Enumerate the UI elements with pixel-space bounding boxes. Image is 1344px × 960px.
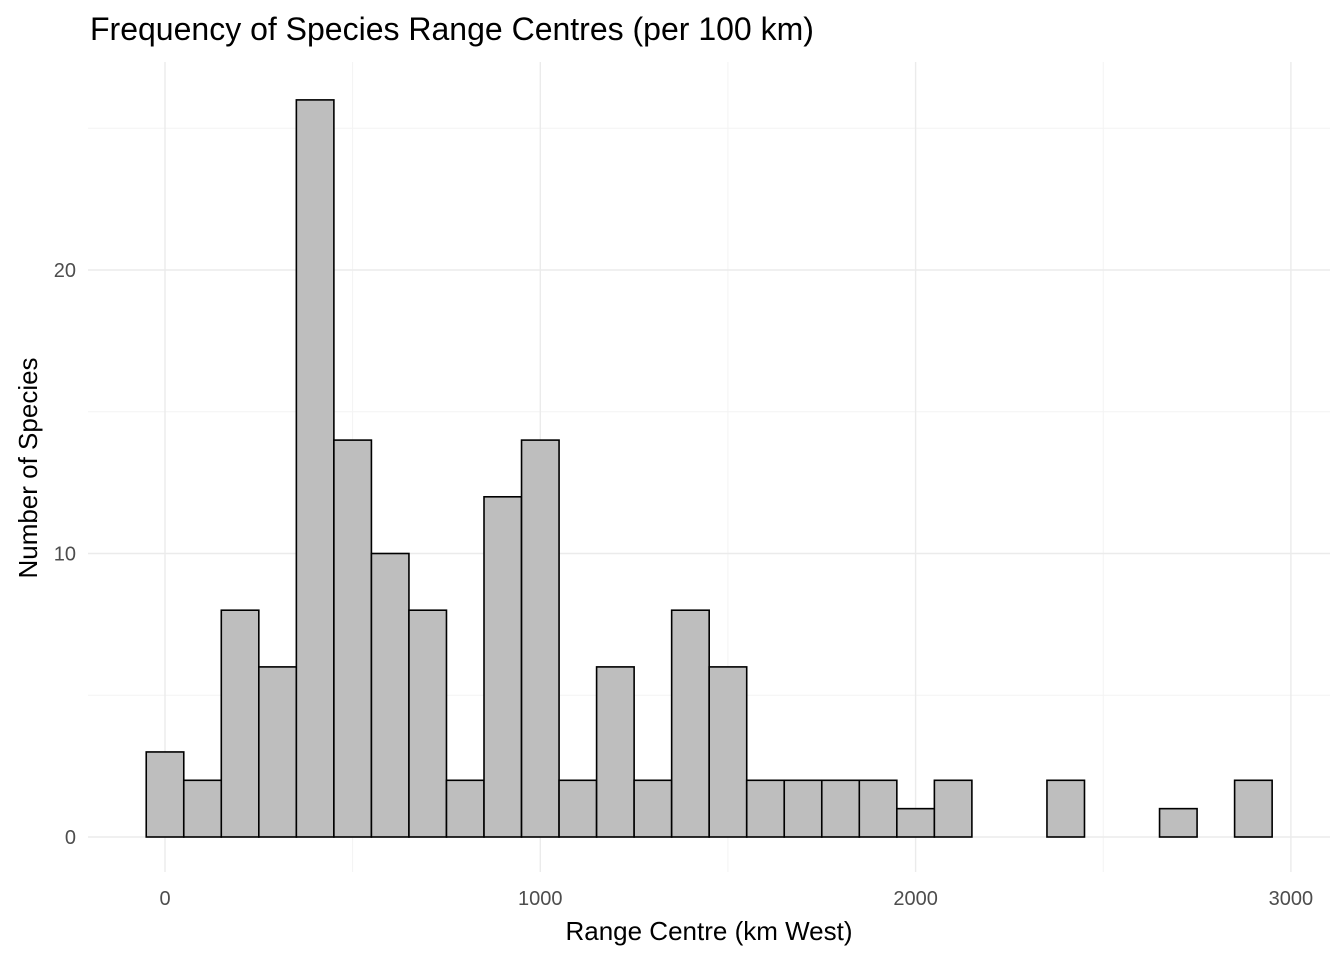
histogram-bar xyxy=(333,439,373,838)
histogram-bar xyxy=(408,609,448,838)
histogram-bar xyxy=(933,779,973,838)
histogram-bar xyxy=(820,779,861,838)
histogram-bar xyxy=(745,779,786,838)
histogram-bar xyxy=(708,666,748,838)
y-tick-label: 10 xyxy=(54,544,76,566)
histogram-bar xyxy=(896,807,936,838)
histogram-bar xyxy=(558,779,598,838)
y-axis-ticks: 0 10 20 xyxy=(54,260,76,849)
histogram-bar xyxy=(595,666,635,838)
histogram-bar xyxy=(258,666,298,838)
y-tick-label: 20 xyxy=(54,260,76,282)
x-tick-label: 0 xyxy=(159,888,170,910)
x-axis-ticks: 0 1000 2000 3000 xyxy=(159,888,1313,910)
chart-title: Frequency of Species Range Centres (per … xyxy=(90,11,814,47)
histogram-bar xyxy=(295,99,335,838)
histogram-bars xyxy=(145,99,1273,838)
histogram-bar xyxy=(520,439,560,838)
x-axis-title: Range Centre (km West) xyxy=(565,916,852,946)
histogram-bar xyxy=(858,779,898,838)
histogram-bar xyxy=(445,779,485,838)
y-axis-title: Number of Species xyxy=(13,357,43,578)
histogram-bar xyxy=(633,779,673,838)
histogram-bar xyxy=(182,779,223,838)
histogram-bar xyxy=(145,751,185,838)
x-tick-label: 1000 xyxy=(518,888,563,910)
x-tick-label: 3000 xyxy=(1269,888,1314,910)
histogram-bar xyxy=(1046,779,1086,838)
histogram-bar xyxy=(783,779,823,838)
x-tick-label: 2000 xyxy=(893,888,938,910)
histogram-bar xyxy=(370,552,410,838)
histogram-bar xyxy=(1233,779,1273,838)
histogram-bar xyxy=(1158,807,1198,838)
histogram-bar xyxy=(220,609,260,838)
histogram-bar xyxy=(670,609,710,838)
y-tick-label: 0 xyxy=(65,827,76,849)
histogram-bar xyxy=(483,495,523,838)
